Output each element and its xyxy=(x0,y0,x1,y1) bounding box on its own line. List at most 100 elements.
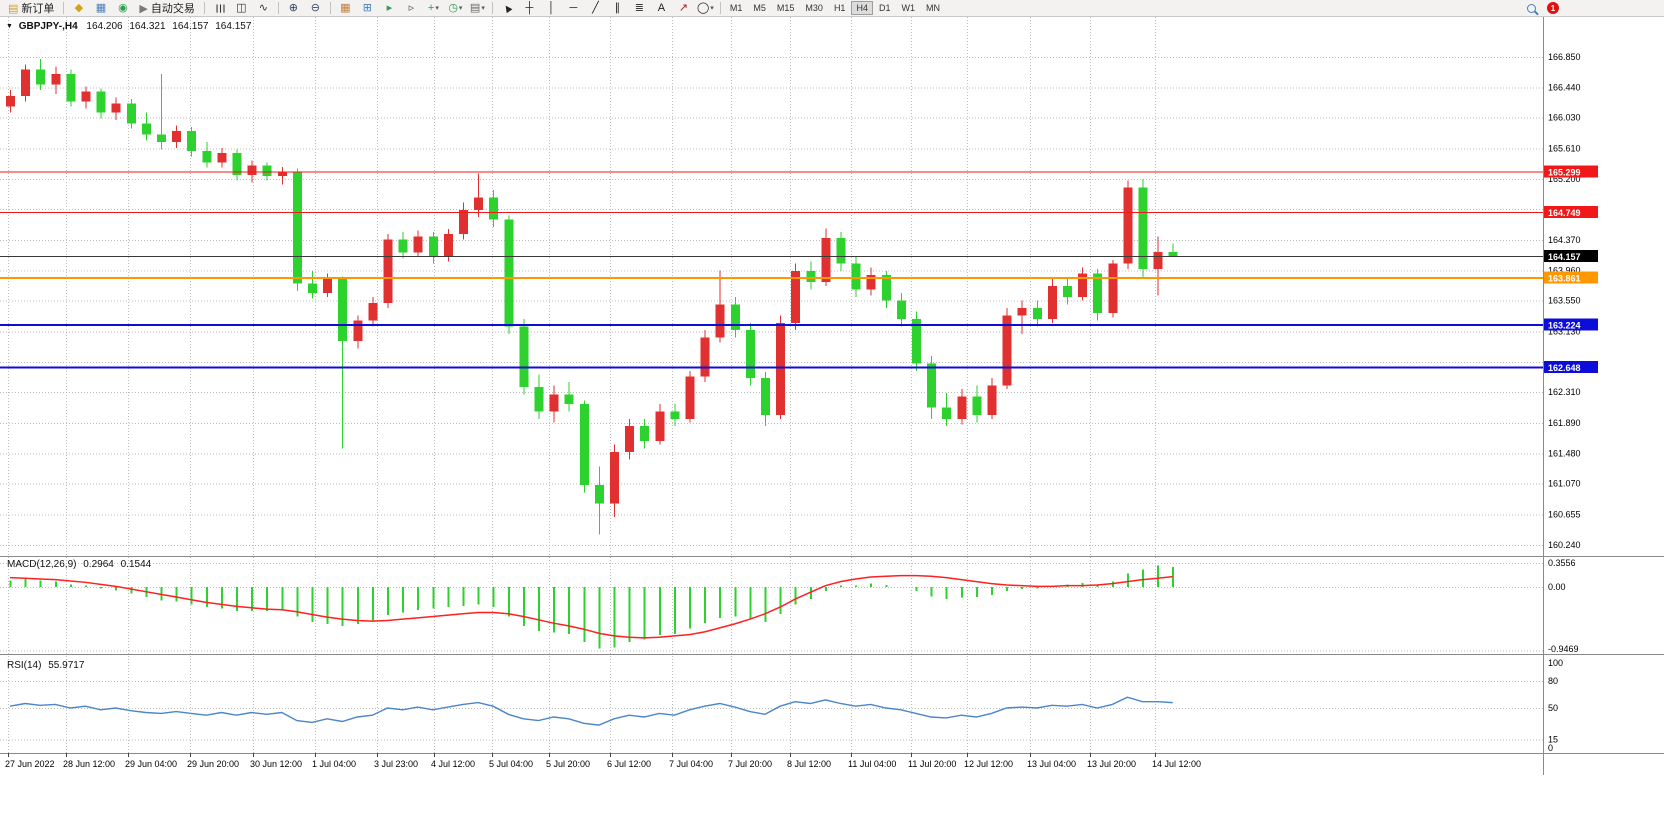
chart-grid[interactable] xyxy=(0,17,1543,753)
chart-svg[interactable]: 166.850 166.440 166.030 165.610 165.200 164.3… xyxy=(0,17,1664,775)
chart-area[interactable]: 166.850 166.440 166.030 165.610 165.200 164.3… xyxy=(0,17,1664,775)
line-chart-button[interactable]: ∿ xyxy=(253,1,274,16)
timeframe-m15-button[interactable]: M15 xyxy=(776,3,795,13)
price-axis[interactable]: 166.850 166.440 166.030 165.610 165.200 164.3… xyxy=(0,17,1664,775)
market-watch-button[interactable]: ◆ xyxy=(68,1,89,16)
toolbar-separator xyxy=(491,2,493,14)
svg-text:166.850: 166.850 xyxy=(1548,52,1581,62)
rsi-line xyxy=(9,696,1173,726)
symbol-ohlc-header: ▼ GBPJPY-,H4 164.206 164.321 164.157 164… xyxy=(6,21,251,32)
timeframe-m1-button[interactable]: M1 xyxy=(729,3,743,13)
search-button[interactable] xyxy=(1521,1,1542,16)
macd-label: MACD(12,26,9) xyxy=(7,559,77,570)
svg-text:80: 80 xyxy=(1548,676,1558,686)
timeframe-m5-button[interactable]: M5 xyxy=(753,3,766,13)
svg-text:13 Jul 04:00: 13 Jul 04:00 xyxy=(1027,759,1076,769)
notifications-badge[interactable]: 1 xyxy=(1547,2,1559,14)
cursor-button[interactable]: ▶ xyxy=(497,1,518,16)
timeframe-h4-button[interactable]: H4 xyxy=(851,1,873,15)
hline-icon: ─ xyxy=(569,1,578,14)
timeframe-d1-button[interactable]: D1 xyxy=(878,3,891,13)
channel-button[interactable]: ∥ xyxy=(607,1,628,16)
zoom-in-button[interactable]: ⊕ xyxy=(283,1,304,16)
timeframe-w1-button[interactable]: W1 xyxy=(901,3,915,13)
svg-text:15: 15 xyxy=(1548,735,1558,745)
autotrading-button[interactable]: ▶ 自动交易 xyxy=(134,1,199,16)
svg-text:13 Jul 20:00: 13 Jul 20:00 xyxy=(1087,759,1136,769)
trendline-icon: ╱ xyxy=(592,1,599,14)
chart-shift-button[interactable]: ▹ xyxy=(401,1,422,16)
candlestick-chart-button[interactable]: ◫ xyxy=(231,1,252,16)
horizontal-line-button[interactable]: ─ xyxy=(563,1,584,16)
cursor-icon: ▶ xyxy=(500,2,514,14)
new-order-button[interactable]: ▤ 新订单 xyxy=(3,1,59,16)
new-order-button-label: 新订单 xyxy=(21,3,55,15)
template-icon: ▤ xyxy=(469,1,481,14)
periods-button[interactable]: ◷ ▾ xyxy=(445,1,466,16)
time-axis[interactable]: 27 Jun 2022 28 Jun 12:00 29 Jun 04:00 29 Ju… xyxy=(5,753,1201,769)
fibo-icon: ≣ xyxy=(634,1,644,14)
channel-icon: ∥ xyxy=(614,1,621,14)
svg-text:165.299: 165.299 xyxy=(1548,168,1581,178)
macd-value: 0.2964 xyxy=(83,559,114,570)
bar-chart-icon: ☰ xyxy=(213,3,226,13)
svg-text:160.240: 160.240 xyxy=(1548,540,1581,550)
chart-shift-icon: ▹ xyxy=(408,1,415,14)
bar-chart-button[interactable]: ☰ xyxy=(209,1,230,16)
timeframe-h1-button[interactable]: H1 xyxy=(833,3,846,13)
autotrading-icon: ▶ xyxy=(139,2,148,15)
rsi-pane[interactable] xyxy=(0,681,1543,741)
crosshair-button[interactable]: ┼ xyxy=(519,1,540,16)
chart-expander-icon[interactable]: ▼ xyxy=(6,23,13,30)
vertical-line-button[interactable]: │ xyxy=(541,1,562,16)
auto-scroll-icon: ▸ xyxy=(386,1,393,14)
grid-button[interactable]: ▦ xyxy=(335,1,356,16)
svg-text:0.00: 0.00 xyxy=(1548,582,1566,592)
text-button[interactable]: A xyxy=(651,1,672,16)
shapes-icon: ◯ xyxy=(696,1,710,14)
svg-text:161.070: 161.070 xyxy=(1548,479,1581,489)
svg-text:166.440: 166.440 xyxy=(1548,82,1581,92)
templates-button[interactable]: ▤ ▾ xyxy=(467,1,488,16)
svg-text:1 Jul 04:00: 1 Jul 04:00 xyxy=(312,759,356,769)
indicators-icon: + xyxy=(427,1,435,14)
navigator-button[interactable]: ◉ xyxy=(112,1,133,16)
tile-windows-button[interactable]: ⊞ xyxy=(357,1,378,16)
autotrading-button-label: 自动交易 xyxy=(150,3,195,15)
svg-text:6 Jul 12:00: 6 Jul 12:00 xyxy=(607,759,651,769)
shapes-button[interactable]: ◯ ▾ xyxy=(695,1,716,16)
svg-text:162.648: 162.648 xyxy=(1548,363,1581,373)
line-chart-icon: ∿ xyxy=(258,1,268,14)
svg-text:166.030: 166.030 xyxy=(1548,113,1581,123)
chart-window-button[interactable]: ▦ xyxy=(90,1,111,16)
arrows-button[interactable]: ↗ xyxy=(673,1,694,16)
svg-text:163.861: 163.861 xyxy=(1548,274,1581,284)
macd-pane[interactable] xyxy=(0,563,1543,652)
timeframe-mn-button[interactable]: MN xyxy=(925,3,940,13)
price-pane[interactable] xyxy=(6,59,1178,535)
svg-text:29 Jun 20:00: 29 Jun 20:00 xyxy=(187,759,239,769)
zoom-out-button[interactable]: ⊖ xyxy=(305,1,326,16)
auto-scroll-button[interactable]: ▸ xyxy=(379,1,400,16)
toolbar-separator xyxy=(719,2,721,14)
dropdown-arrow-icon: ▾ xyxy=(435,4,439,12)
svg-text:163.224: 163.224 xyxy=(1548,321,1581,331)
toolbar-separator xyxy=(277,2,279,14)
timeframe-m30-button[interactable]: M30 xyxy=(805,3,823,13)
market-watch-icon: ◆ xyxy=(74,1,84,14)
svg-text:5 Jul 04:00: 5 Jul 04:00 xyxy=(489,759,533,769)
fibonacci-button[interactable]: ≣ xyxy=(629,1,650,16)
svg-text:163.960: 163.960 xyxy=(1548,265,1581,275)
zoom-out-icon: ⊖ xyxy=(310,1,320,14)
horizontal-lines[interactable] xyxy=(0,171,1543,369)
svg-text:-0.9469: -0.9469 xyxy=(1548,644,1579,654)
svg-text:100: 100 xyxy=(1548,658,1563,668)
svg-text:8 Jul 12:00: 8 Jul 12:00 xyxy=(787,759,831,769)
svg-text:164.157: 164.157 xyxy=(1548,252,1581,262)
svg-text:0.3556: 0.3556 xyxy=(1548,558,1576,568)
svg-text:163.550: 163.550 xyxy=(1548,296,1581,306)
text-icon: A xyxy=(657,1,666,14)
trendline-button[interactable]: ╱ xyxy=(585,1,606,16)
indicators-button[interactable]: + ▾ xyxy=(423,1,444,16)
